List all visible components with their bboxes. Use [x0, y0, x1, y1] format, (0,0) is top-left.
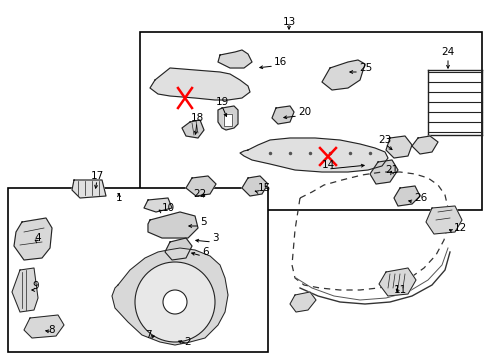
Polygon shape: [182, 120, 203, 138]
Text: 19: 19: [215, 97, 228, 107]
Text: 2: 2: [184, 337, 191, 347]
Text: 20: 20: [297, 107, 310, 117]
Text: 16: 16: [273, 57, 286, 67]
Text: 1: 1: [116, 193, 122, 203]
Polygon shape: [14, 218, 52, 260]
Text: 7: 7: [144, 330, 151, 340]
Polygon shape: [164, 238, 192, 260]
Circle shape: [135, 262, 215, 342]
Polygon shape: [369, 160, 397, 184]
Polygon shape: [411, 136, 437, 154]
Text: 9: 9: [33, 281, 39, 291]
Text: 17: 17: [90, 171, 103, 181]
Polygon shape: [148, 212, 198, 238]
Polygon shape: [378, 268, 415, 296]
Polygon shape: [185, 176, 216, 196]
Text: 24: 24: [441, 47, 454, 57]
Text: 22: 22: [193, 189, 206, 199]
Polygon shape: [218, 50, 251, 68]
Polygon shape: [385, 136, 411, 158]
Text: 4: 4: [35, 233, 41, 243]
Polygon shape: [150, 68, 249, 100]
Polygon shape: [24, 315, 64, 338]
Text: 8: 8: [49, 325, 55, 335]
Polygon shape: [224, 114, 231, 126]
Text: 18: 18: [190, 113, 203, 123]
Polygon shape: [218, 106, 238, 130]
Text: 6: 6: [202, 247, 208, 257]
Polygon shape: [242, 176, 267, 196]
Polygon shape: [240, 138, 387, 172]
Polygon shape: [112, 248, 227, 345]
Text: 5: 5: [200, 217, 206, 227]
Text: 14: 14: [321, 160, 334, 170]
Polygon shape: [143, 198, 172, 212]
Polygon shape: [72, 180, 106, 198]
Polygon shape: [12, 268, 38, 312]
Polygon shape: [425, 206, 461, 234]
Text: 12: 12: [453, 223, 467, 233]
Text: 21: 21: [385, 165, 398, 175]
Text: 11: 11: [392, 285, 406, 295]
Text: 15: 15: [258, 183, 271, 193]
Text: 25: 25: [358, 63, 371, 73]
Polygon shape: [393, 186, 419, 206]
Text: 3: 3: [212, 233, 218, 243]
Polygon shape: [271, 106, 293, 124]
Bar: [140, 32, 481, 210]
Circle shape: [163, 290, 186, 314]
Polygon shape: [289, 292, 315, 312]
Text: 13: 13: [282, 17, 295, 27]
Bar: [8, 188, 267, 352]
Text: 10: 10: [162, 203, 175, 213]
Text: 23: 23: [378, 135, 391, 145]
Polygon shape: [321, 60, 364, 90]
Text: 26: 26: [413, 193, 427, 203]
